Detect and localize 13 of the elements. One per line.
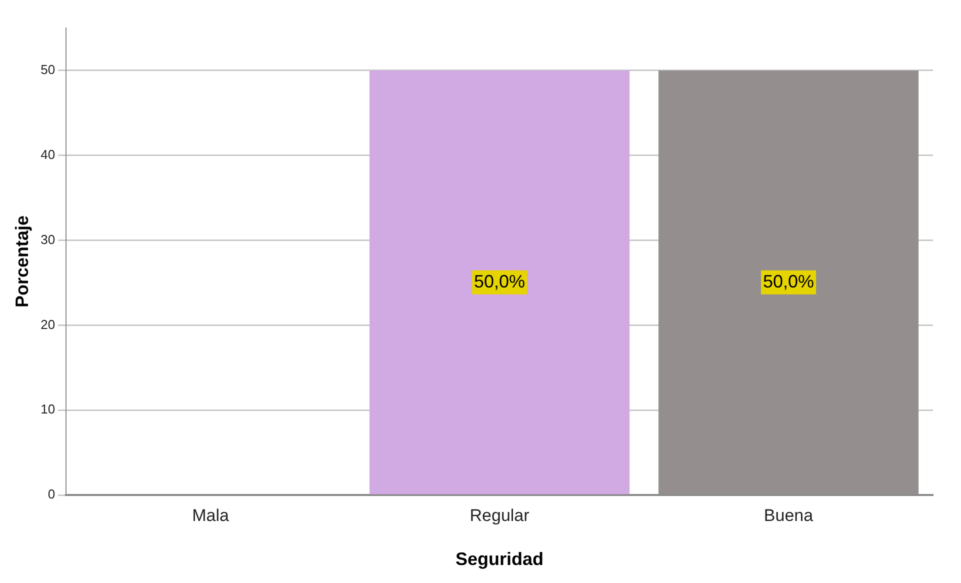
y-tick-label: 20 xyxy=(40,316,56,332)
x-tick-label: Mala xyxy=(192,506,230,525)
data-label: 50,0% xyxy=(762,271,814,292)
y-tick-label: 50 xyxy=(40,62,56,78)
x-axis-title: Seguridad xyxy=(456,549,544,570)
x-tick-label: Regular xyxy=(470,506,530,525)
x-tick-label: Buena xyxy=(764,506,814,525)
y-tick-label: 10 xyxy=(40,402,56,417)
y-tick-label: 30 xyxy=(40,232,56,247)
data-label: 50,0% xyxy=(474,271,526,292)
y-tick-label: 0 xyxy=(48,486,56,502)
y-tick-label: 40 xyxy=(40,146,56,162)
y-axis-title: Porcentaje xyxy=(12,215,32,308)
